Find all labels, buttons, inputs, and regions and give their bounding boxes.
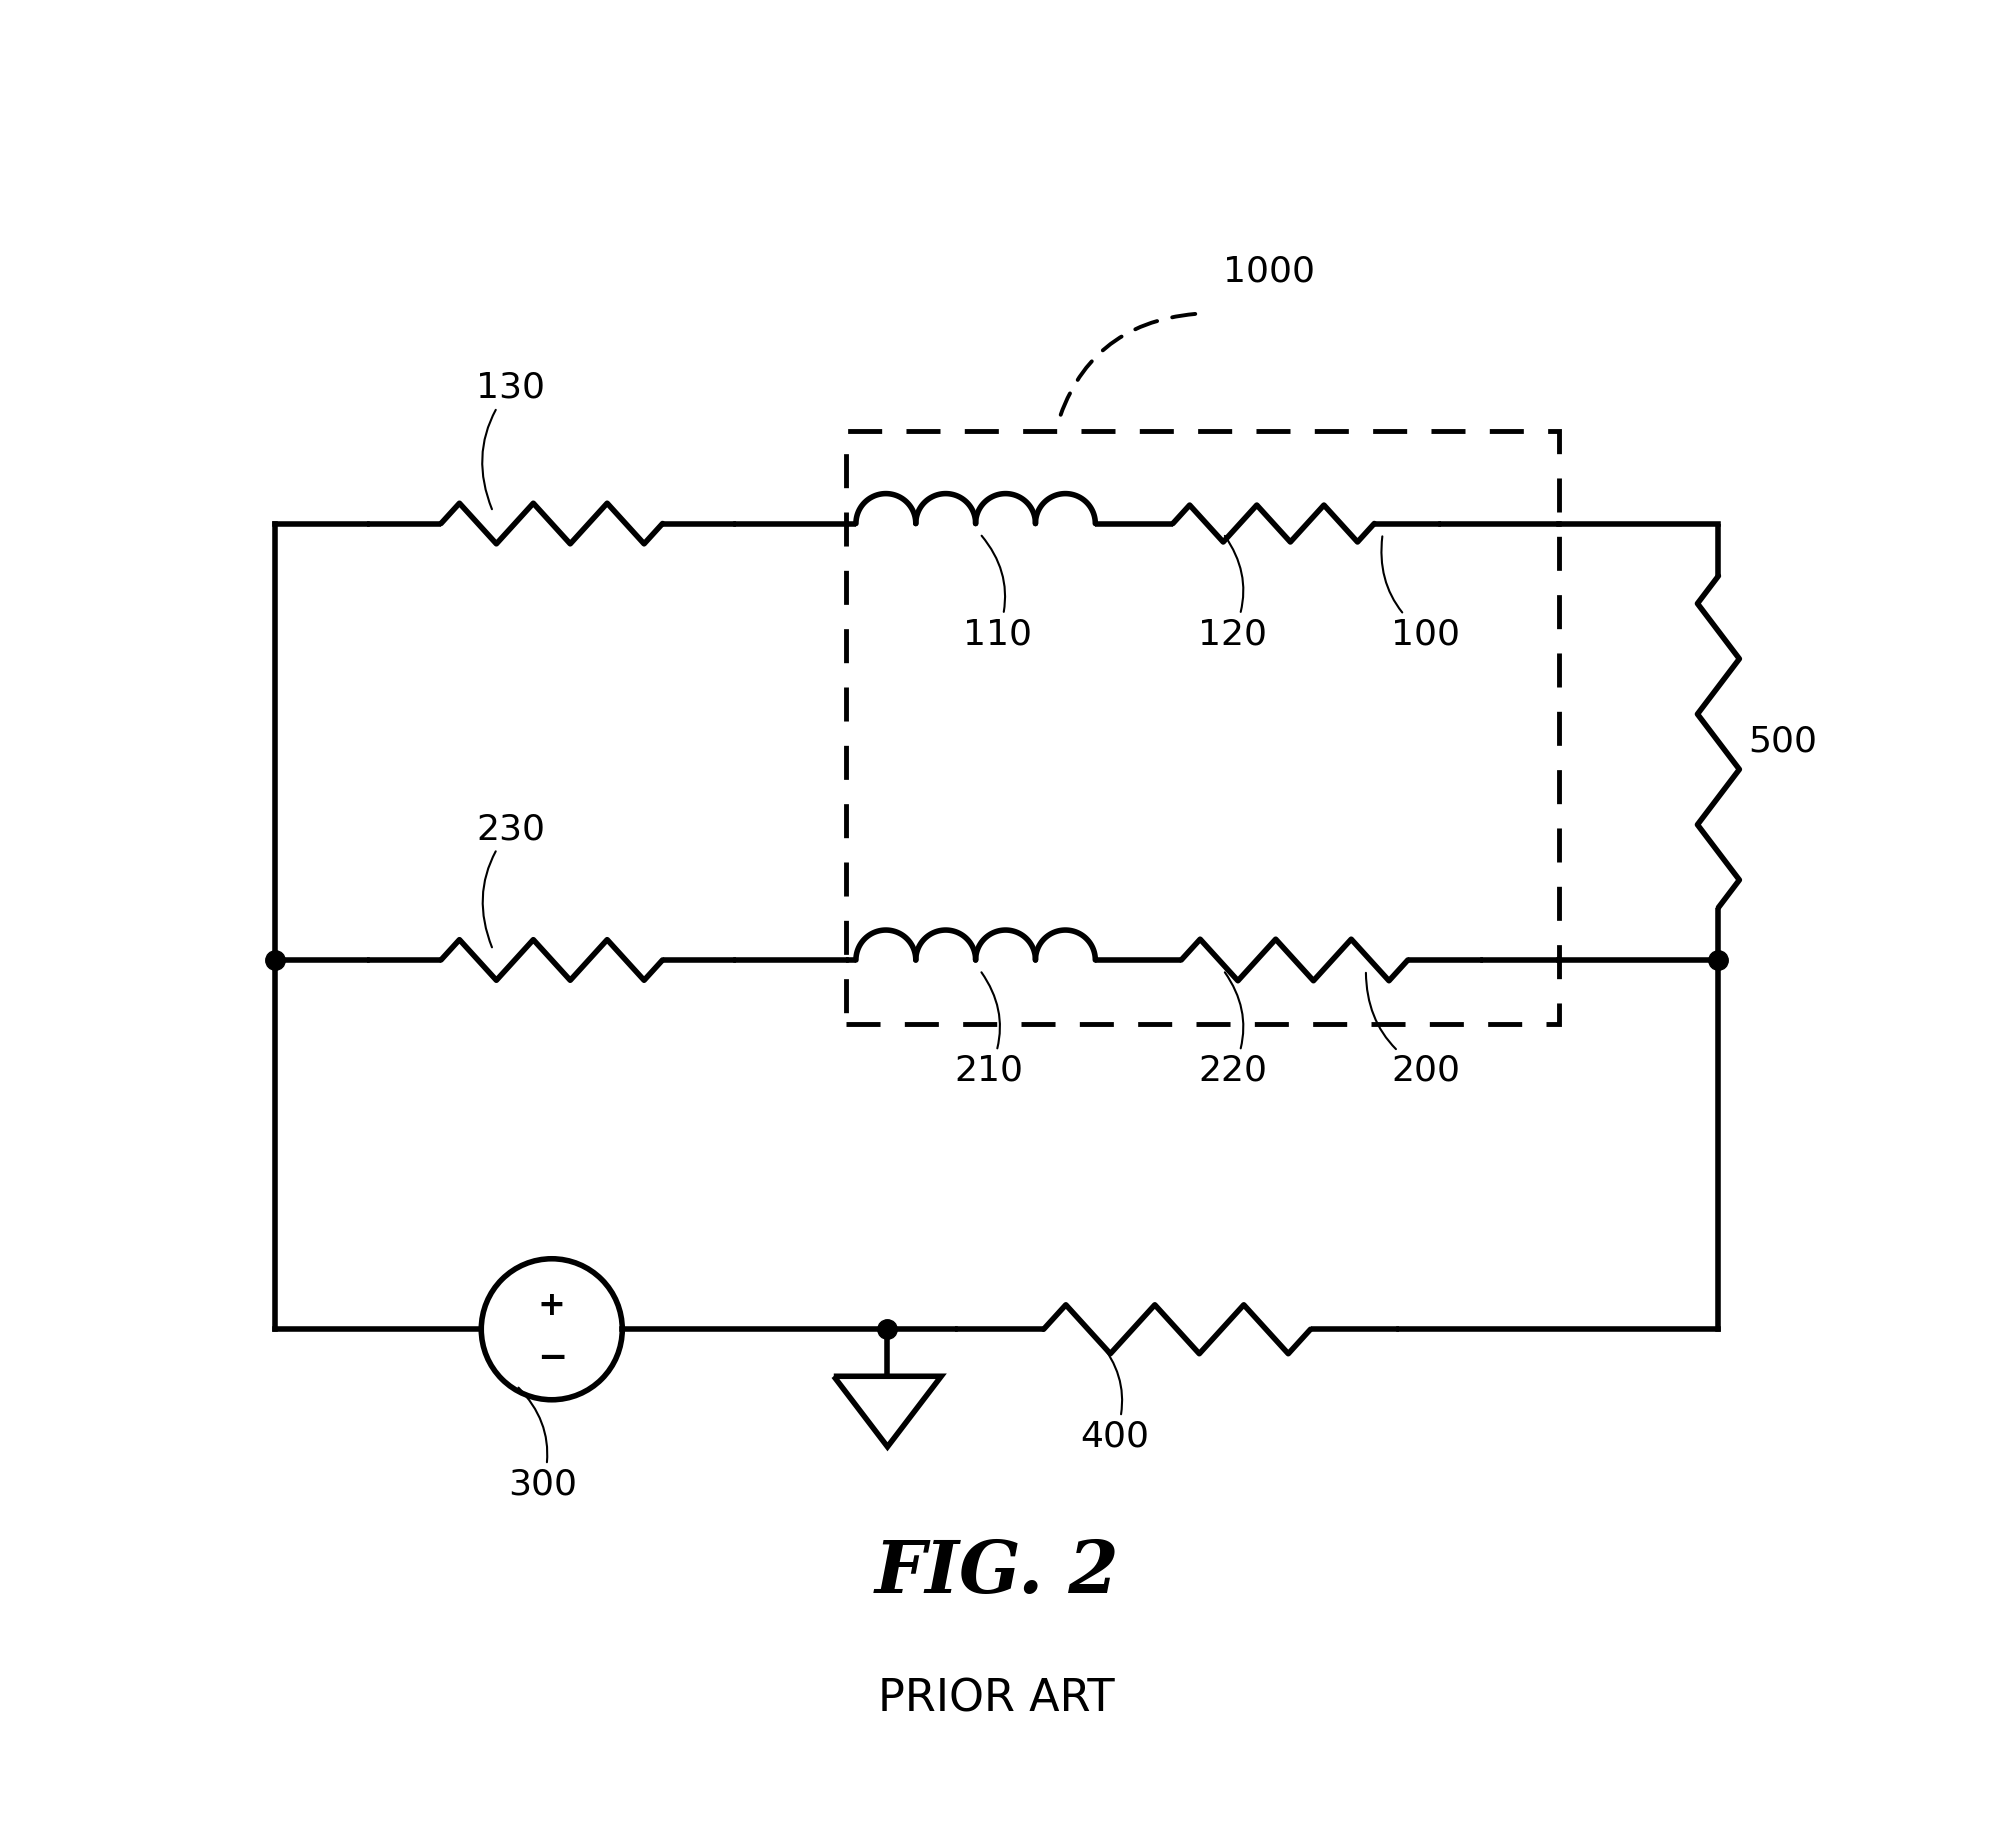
- Text: 1000: 1000: [1224, 255, 1315, 288]
- Text: −: −: [537, 1340, 567, 1375]
- Text: 500: 500: [1749, 725, 1817, 758]
- Text: +: +: [539, 1289, 565, 1322]
- Text: 400: 400: [1081, 1342, 1150, 1454]
- Text: 230: 230: [476, 812, 545, 947]
- Text: 220: 220: [1198, 973, 1266, 1087]
- Text: 100: 100: [1381, 536, 1459, 652]
- Text: 300: 300: [509, 1388, 577, 1502]
- Text: 110: 110: [963, 536, 1031, 652]
- Text: 200: 200: [1367, 973, 1459, 1087]
- Text: FIG. 2: FIG. 2: [874, 1537, 1120, 1608]
- Text: 210: 210: [955, 973, 1023, 1087]
- Text: 120: 120: [1198, 536, 1266, 652]
- Text: PRIOR ART: PRIOR ART: [878, 1676, 1116, 1720]
- Text: 130: 130: [476, 371, 545, 509]
